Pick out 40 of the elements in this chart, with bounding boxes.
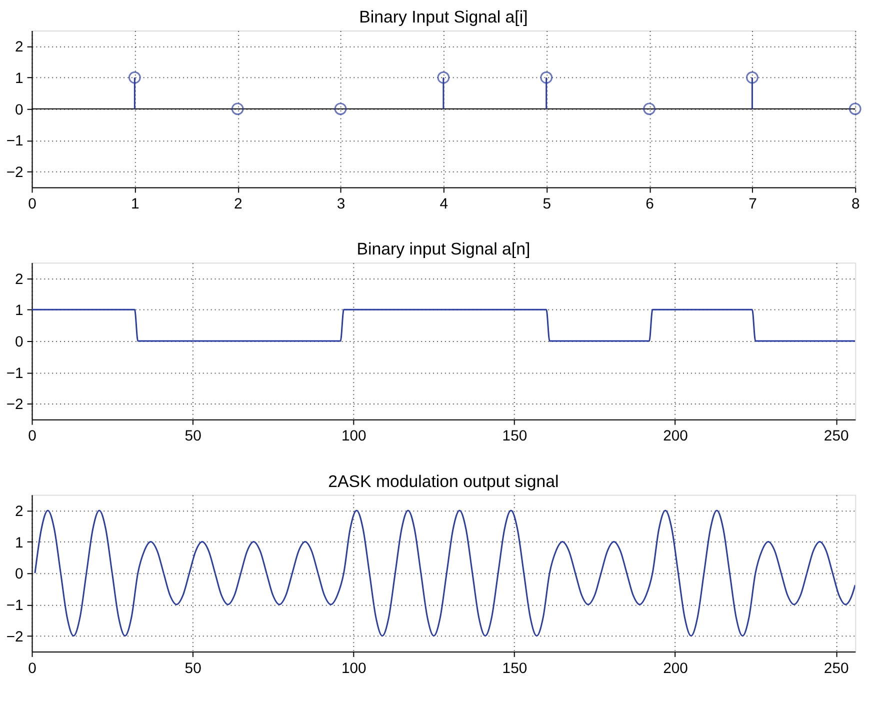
chart-title: Binary input Signal a[n] [356, 240, 530, 259]
x-tick-label: 150 [502, 660, 528, 677]
x-tick-label: 50 [184, 660, 202, 677]
y-tick-label: 1 [15, 535, 24, 552]
y-tick-label: −1 [6, 366, 24, 382]
x-tick-label: 0 [28, 660, 36, 677]
y-tick-label: 2 [15, 272, 24, 288]
chart-title: Binary Input Signal a[i] [359, 8, 528, 27]
x-tick-label: 0 [28, 428, 36, 445]
x-tick-label: 5 [542, 196, 551, 213]
x-tick-label: 8 [851, 196, 860, 213]
y-tick-label: −1 [6, 598, 24, 614]
y-tick-label: 1 [15, 70, 24, 87]
y-tick-label: 1 [15, 303, 24, 320]
x-tick-label: 0 [28, 196, 36, 213]
y-tick-label: 2 [15, 40, 24, 56]
x-tick-label: 1 [131, 196, 140, 213]
x-tick-label: 50 [184, 428, 202, 445]
x-tick-label: 100 [341, 428, 366, 445]
x-tick-label: 3 [336, 196, 346, 213]
x-tick-label: 6 [646, 196, 654, 213]
line-series [34, 510, 856, 637]
y-tick-label: 0 [15, 102, 24, 118]
y-tick-label: −2 [6, 397, 24, 414]
x-tick-label: 4 [440, 196, 448, 213]
y-tick-label: −1 [6, 134, 24, 150]
y-tick-label: 0 [15, 566, 24, 583]
x-tick-label: 250 [824, 660, 849, 677]
chart-title: 2ASK modulation output signal [328, 472, 559, 491]
x-tick-label: 200 [663, 428, 688, 445]
y-tick-label: 2 [15, 504, 24, 520]
x-tick-label: 150 [502, 428, 528, 445]
x-tick-label: 200 [663, 660, 688, 677]
x-tick-label: 2 [234, 196, 242, 213]
x-tick-label: 7 [748, 196, 757, 213]
y-tick-label: −2 [6, 629, 24, 646]
x-tick-label: 100 [341, 660, 366, 677]
y-tick-label: −2 [6, 165, 24, 182]
y-tick-label: 0 [15, 334, 24, 350]
x-tick-label: 250 [824, 428, 849, 445]
